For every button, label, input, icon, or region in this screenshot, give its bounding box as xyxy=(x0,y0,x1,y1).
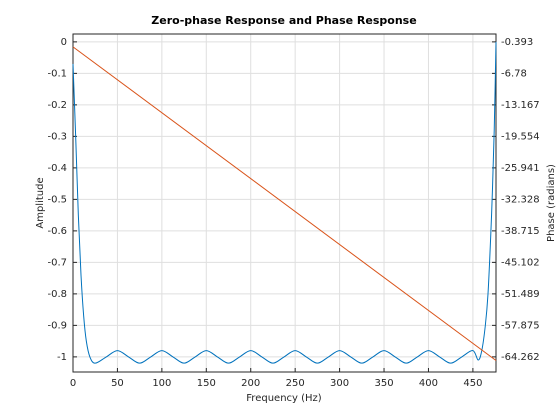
y2-tick-label: -64.262 xyxy=(501,352,540,363)
x-tick-label: 150 xyxy=(197,378,216,389)
y-axis-label: Amplitude xyxy=(35,177,46,228)
y2-tick-label: -57.875 xyxy=(501,320,540,331)
y2-tick-label: -51.489 xyxy=(501,289,540,300)
chart-title: Zero-phase Response and Phase Response xyxy=(151,14,416,27)
x-tick-label: 200 xyxy=(241,378,260,389)
y2-tick-label: -38.715 xyxy=(501,226,540,237)
y2-tick-label: -45.102 xyxy=(501,257,540,268)
y2-axis-label: Phase (radians) xyxy=(546,164,557,242)
x-tick-label: 300 xyxy=(330,378,349,389)
y-tick-label: -0.1 xyxy=(47,68,67,79)
y2-tick-label: -0.393 xyxy=(501,37,533,48)
y-tick-label: -1 xyxy=(57,352,67,363)
plot-frame xyxy=(72,33,497,373)
y-tick-label: -0.3 xyxy=(47,131,67,142)
series-line xyxy=(72,41,497,364)
x-tick-label: 450 xyxy=(463,378,482,389)
x-tick-label: 400 xyxy=(419,378,438,389)
x-tick-label: 250 xyxy=(286,378,305,389)
x-tick-label: 0 xyxy=(70,378,76,389)
y-tick-label: -0.5 xyxy=(47,194,67,205)
y2-tick-label: -19.554 xyxy=(501,131,540,142)
y2-tick-label: -25.941 xyxy=(501,163,540,174)
series-line xyxy=(72,46,497,361)
y2-tick-label: -6.78 xyxy=(501,68,527,79)
x-axis-label: Frequency (Hz) xyxy=(246,393,322,404)
x-tick-label: 100 xyxy=(152,378,171,389)
x-tick-label: 350 xyxy=(374,378,393,389)
y-tick-label: 0 xyxy=(61,37,67,48)
y2-tick-label: -13.167 xyxy=(501,100,540,111)
x-tick-label: 50 xyxy=(111,378,124,389)
y-tick-label: -0.4 xyxy=(47,163,67,174)
y-tick-label: -0.9 xyxy=(47,320,67,331)
y-tick-label: -0.2 xyxy=(47,100,67,111)
y-tick-label: -0.7 xyxy=(47,257,67,268)
y-tick-label: -0.6 xyxy=(47,226,67,237)
y-tick-label: -0.8 xyxy=(47,289,67,300)
y2-tick-label: -32.328 xyxy=(501,194,540,205)
